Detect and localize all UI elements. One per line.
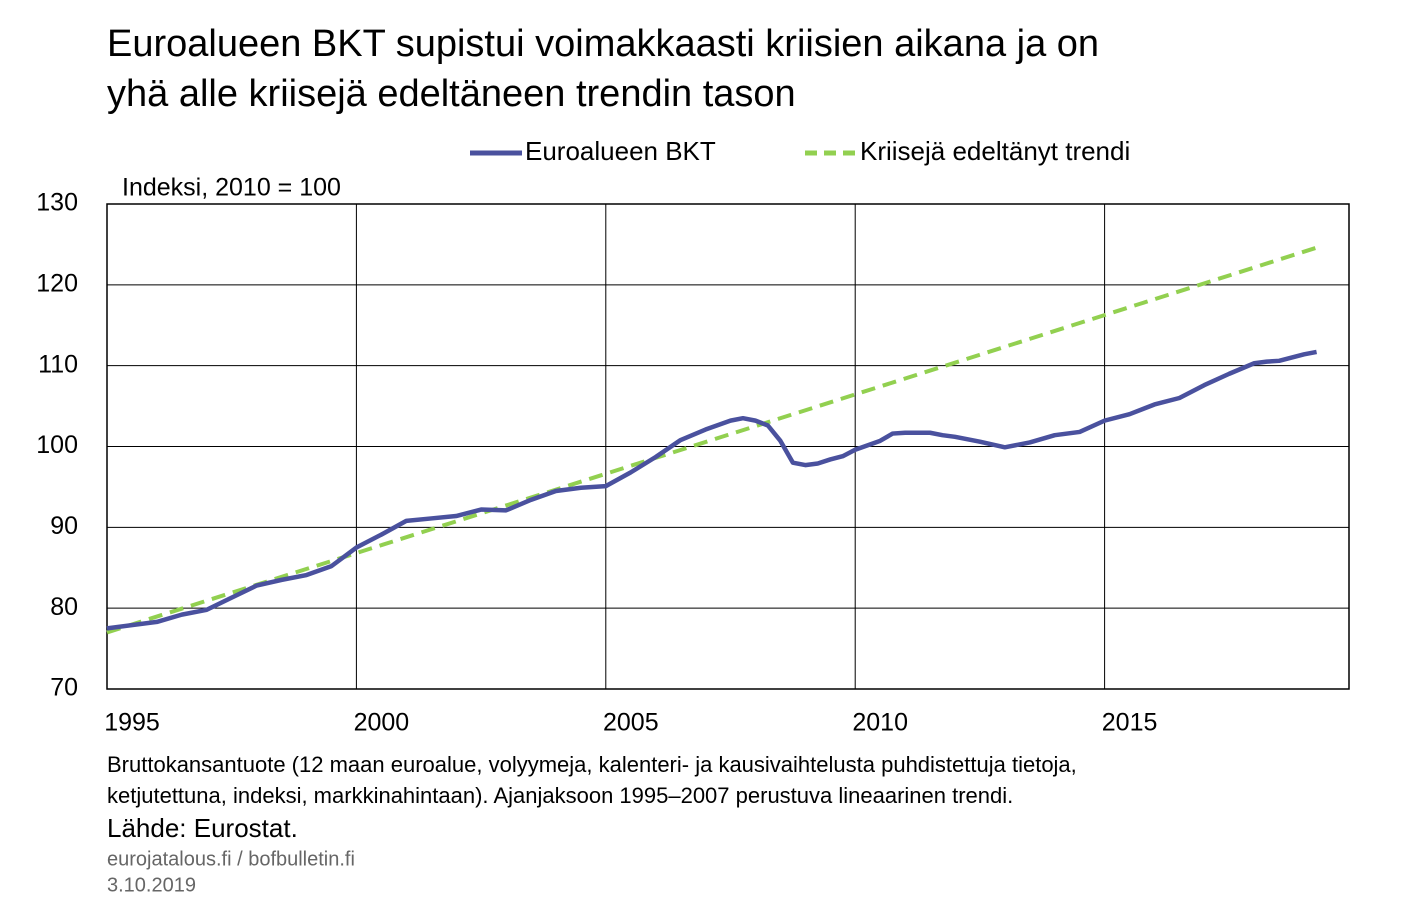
source: Lähde: Eurostat. — [107, 813, 298, 843]
x-tick-label: 2015 — [1102, 709, 1158, 737]
plot-frame — [106, 203, 1350, 690]
y-tick-label: 80 — [50, 593, 78, 621]
x-tick-label: 2010 — [852, 709, 908, 737]
legend-label: Euroalueen BKT — [525, 136, 716, 166]
y-tick-label: 120 — [36, 269, 78, 297]
footnote: Bruttokansantuote (12 maan euroalue, vol… — [107, 752, 1077, 777]
y-tick-label: 90 — [50, 512, 78, 540]
date: 3.10.2019 — [107, 874, 196, 896]
chart-title: Euroalueen BKT supistui voimakkaasti kri… — [107, 23, 1099, 65]
legend-label: Kriisejä edeltänyt trendi — [860, 136, 1130, 166]
chart-title: yhä alle kriisejä edeltäneen trendin tas… — [107, 73, 796, 115]
footnote: ketjutettuna, indeksi, markkinahintaan).… — [107, 783, 1013, 808]
series-line — [106, 245, 1318, 635]
y-tick-label: 130 — [36, 189, 78, 217]
y-axis-label: Indeksi, 2010 = 100 — [122, 174, 341, 202]
site: eurojatalous.fi / bofbulletin.fi — [107, 848, 355, 870]
x-tick-label: 1995 — [104, 709, 160, 737]
y-tick-label: 110 — [38, 350, 78, 378]
y-tick-label: 100 — [36, 431, 78, 459]
series-line — [106, 349, 1318, 631]
y-tick-label: 70 — [50, 674, 78, 702]
x-tick-label: 2005 — [603, 709, 659, 737]
x-tick-label: 2000 — [354, 709, 410, 737]
